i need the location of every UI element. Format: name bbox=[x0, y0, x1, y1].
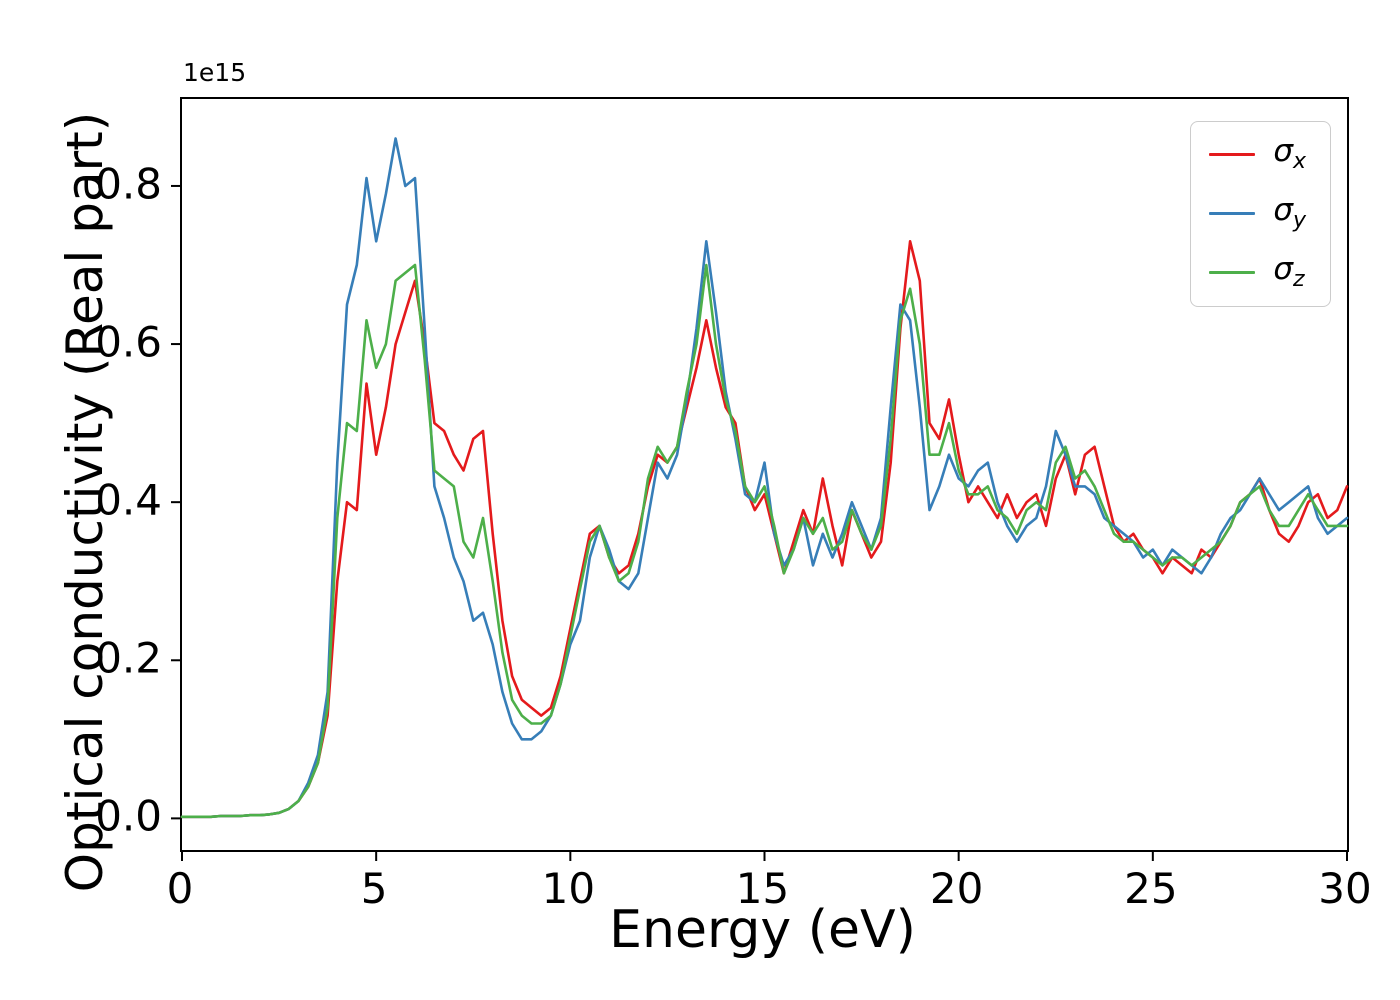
plot-area: σx σy σz bbox=[171, 97, 1349, 861]
legend-line-swatch bbox=[1209, 271, 1256, 275]
y-tick-label: 0.6 bbox=[95, 317, 162, 367]
y-tick-label: 0.2 bbox=[95, 633, 162, 683]
legend-item-sigma_x: σx bbox=[1209, 136, 1306, 173]
x-axis-label: Energy (eV) bbox=[609, 900, 916, 960]
legend-line-swatch bbox=[1209, 153, 1256, 157]
line-sigma_y bbox=[180, 137, 1349, 819]
y-tick-label: 0.8 bbox=[95, 159, 162, 209]
legend-label: σz bbox=[1273, 251, 1305, 293]
legend-item-sigma_z: σz bbox=[1209, 254, 1306, 291]
y-tick-label: 0.4 bbox=[95, 475, 162, 525]
legend-item-sigma_y: σy bbox=[1209, 195, 1306, 232]
line-sigma_z bbox=[180, 263, 1349, 819]
x-tick-label: 30 bbox=[1318, 864, 1372, 913]
x-tick-label: 20 bbox=[929, 864, 984, 913]
legend-line-swatch bbox=[1209, 212, 1256, 216]
x-tick-label: 25 bbox=[1124, 864, 1178, 913]
y-tick-label: 0.0 bbox=[95, 791, 162, 841]
tick-marks bbox=[171, 184, 1348, 861]
x-tick-label: 10 bbox=[541, 864, 596, 913]
y-axis-offset-text: 1e15 bbox=[183, 58, 247, 87]
x-tick-label: 15 bbox=[735, 864, 790, 913]
legend-label: σx bbox=[1273, 133, 1306, 175]
legend: σx σy σz bbox=[1190, 121, 1331, 307]
line-sigma_x bbox=[180, 240, 1349, 819]
x-tick-label: 0 bbox=[166, 864, 194, 913]
x-tick-label: 5 bbox=[360, 864, 388, 913]
plot-svg bbox=[171, 137, 1349, 861]
legend-label: σy bbox=[1273, 192, 1306, 234]
